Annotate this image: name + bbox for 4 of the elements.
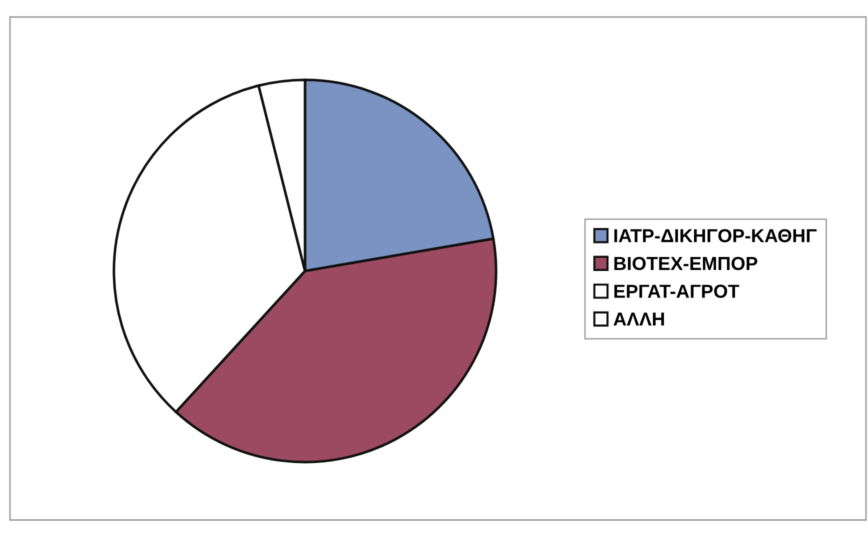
legend-label: ΙΑΤΡ-ΔΙΚΗΓΟΡ-ΚΑΘΗΓ [614, 229, 817, 242]
legend-label: ΒΙΟΤΕΧ-ΕΜΠΟΡ [614, 256, 758, 270]
legend-label: ΕΡΓΑΤ-ΑΓΡΟΤ [614, 284, 740, 298]
legend-label: ΑΛΛΗ [614, 312, 664, 326]
